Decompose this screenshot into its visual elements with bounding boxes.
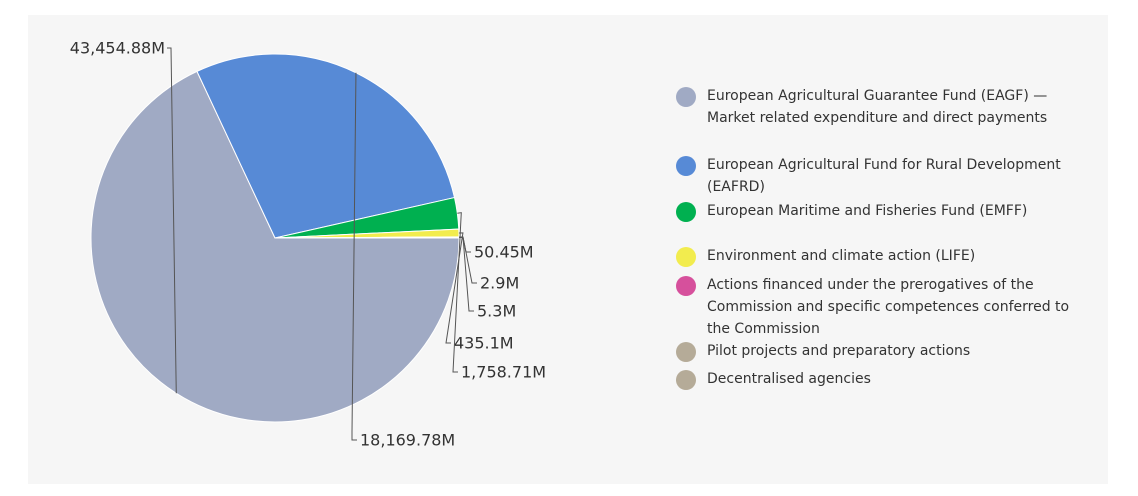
legend-swatch-emff (676, 202, 696, 222)
legend-item-agencies[interactable]: Decentralised agencies (676, 368, 1087, 390)
slice-eagf[interactable] (90, 70, 460, 423)
data-label-emff: 1,758.71M (461, 363, 546, 382)
legend-swatch-pilot-projects (676, 342, 696, 362)
legend-label-emff: European Maritime and Fisheries Fund (EM… (707, 203, 1028, 219)
legend-item-life[interactable]: Environment and climate action (LIFE) (676, 245, 1087, 267)
legend-swatch-eafrd (676, 156, 696, 176)
legend-label-prerogatives: Actions financed under the prerogatives … (707, 277, 1070, 337)
data-label-agencies: 50.45M (474, 243, 534, 262)
data-label-eagf: 43,454.88M (70, 39, 165, 58)
legend-item-prerogatives[interactable]: Actions financed under the prerogatives … (676, 274, 1087, 340)
legend-item-emff[interactable]: European Maritime and Fisheries Fund (EM… (676, 200, 1087, 222)
legend-swatch-prerogatives (676, 276, 696, 296)
leader-line (458, 237, 471, 253)
legend-label-eagf: European Agricultural Guarantee Fund (EA… (707, 88, 1048, 126)
legend-swatch-agencies (676, 370, 696, 390)
legend-label-pilot-projects: Pilot projects and preparatory actions (707, 343, 971, 359)
leader-line (445, 232, 464, 344)
legend-item-pilot-projects[interactable]: Pilot projects and preparatory actions (676, 340, 1087, 362)
leader-line (167, 47, 177, 394)
leader-line (351, 72, 357, 441)
legend-item-eafrd[interactable]: European Agricultural Fund for Rural Dev… (676, 154, 1087, 198)
legend-swatch-life (676, 247, 696, 267)
legend-label-agencies: Decentralised agencies (707, 371, 871, 387)
data-label-life: 435.1M (454, 334, 514, 353)
data-label-eafrd: 18,169.78M (360, 431, 455, 450)
legend-label-life: Environment and climate action (LIFE) (707, 248, 976, 264)
chart-panel: 43,454.88M 18,169.78M 1,758.71M 435.1M 5.3M 2… (28, 15, 1108, 484)
legend-label-eafrd: European Agricultural Fund for Rural Dev… (707, 157, 1061, 195)
legend-swatch-eagf (676, 87, 696, 107)
leader-line (452, 212, 462, 373)
leader-line (458, 236, 474, 312)
data-label-pilot-projects: 2.9M (480, 274, 519, 293)
legend-item-eagf[interactable]: European Agricultural Guarantee Fund (EA… (676, 85, 1087, 129)
data-label-prerogatives: 5.3M (477, 302, 516, 321)
pie-chart: 43,454.88M 18,169.78M 1,758.71M 435.1M 5.3M 2… (70, 39, 546, 450)
